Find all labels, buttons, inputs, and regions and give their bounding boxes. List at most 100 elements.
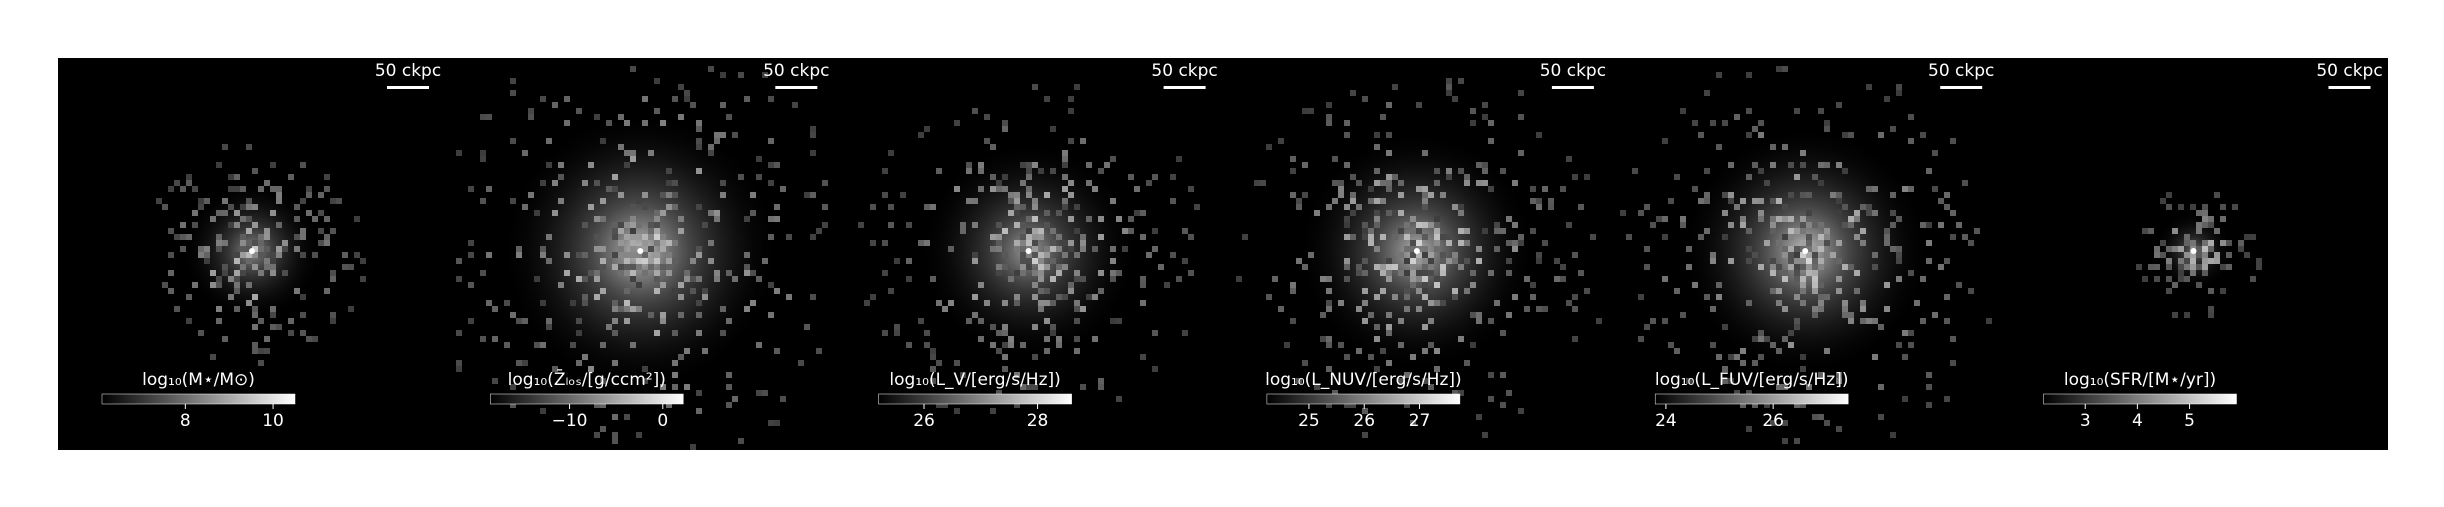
pixel [258, 252, 264, 258]
pixel [1962, 180, 1968, 186]
pixel [204, 258, 210, 264]
pixel [1884, 282, 1890, 288]
pixel [654, 78, 660, 84]
pixel [1386, 270, 1392, 276]
pixel [252, 312, 258, 318]
pixel [1794, 270, 1800, 276]
pixel [1812, 288, 1818, 294]
pixel [666, 270, 672, 276]
pixel [222, 198, 228, 204]
colorbar [878, 393, 1072, 405]
pixel [294, 216, 300, 222]
pixel [1416, 270, 1422, 276]
pixel [1920, 132, 1926, 138]
pixel [510, 90, 516, 96]
pixel [636, 282, 642, 288]
pixel [618, 252, 624, 258]
pixel [1014, 294, 1020, 300]
pixel [1926, 258, 1932, 264]
pixel [726, 372, 732, 378]
pixel [2184, 234, 2190, 240]
pixel [1758, 210, 1764, 216]
pixel [618, 144, 624, 150]
pixel [1806, 234, 1812, 240]
pixel [228, 186, 234, 192]
pixel [1014, 246, 1020, 252]
pixel [624, 234, 630, 240]
pixel [654, 288, 660, 294]
pixel [1650, 318, 1656, 324]
pixel [780, 186, 786, 192]
pixel [2226, 264, 2232, 270]
pixel [1098, 384, 1104, 390]
pixel [624, 318, 630, 324]
pixel [1464, 180, 1470, 186]
pixel [1290, 282, 1296, 288]
pixel [1098, 378, 1104, 384]
pixel [2220, 288, 2226, 294]
pixel [1644, 264, 1650, 270]
galaxy-core [1802, 248, 1809, 254]
pixel [1800, 222, 1806, 228]
pixel [618, 306, 624, 312]
pixel [1020, 270, 1026, 276]
pixel [1422, 258, 1428, 264]
pixel [1074, 252, 1080, 258]
pixel [1686, 378, 1692, 384]
pixel [594, 234, 600, 240]
pixel [1848, 312, 1854, 318]
pixel [642, 270, 648, 276]
pixel [1572, 294, 1578, 300]
pixel [696, 312, 702, 318]
pixel [318, 240, 324, 246]
pixel [1170, 174, 1176, 180]
pixel [780, 396, 786, 402]
pixel [588, 366, 594, 372]
pixel [1446, 78, 1452, 84]
pixel [1074, 336, 1080, 342]
pixel [600, 246, 606, 252]
pixel [1458, 168, 1464, 174]
pixel [1818, 180, 1824, 186]
pixel [276, 252, 282, 258]
pixel [1272, 276, 1278, 282]
pixel [630, 150, 636, 156]
pixel [1506, 390, 1512, 396]
pixel [636, 258, 642, 264]
pixel [510, 312, 516, 318]
pixel [1710, 258, 1716, 264]
pixel [2154, 264, 2160, 270]
pixel [1758, 354, 1764, 360]
colorbar [2043, 393, 2237, 405]
pixel [180, 186, 186, 192]
pixel [228, 222, 234, 228]
pixel [204, 198, 210, 204]
pixel [1068, 108, 1074, 114]
pixel [1776, 198, 1782, 204]
pixel [1044, 348, 1050, 354]
pixel [1782, 276, 1788, 282]
pixel [1416, 252, 1422, 258]
pixel [990, 234, 996, 240]
pixel [678, 84, 684, 90]
pixel [1386, 186, 1392, 192]
pixel [186, 180, 192, 186]
pixel [192, 210, 198, 216]
pixel [234, 186, 240, 192]
pixel [660, 264, 666, 270]
pixel [318, 192, 324, 198]
pixel [2208, 222, 2214, 228]
pixel [276, 222, 282, 228]
pixel [1794, 252, 1800, 258]
pixel [618, 114, 624, 120]
pixel [1794, 246, 1800, 252]
pixel [522, 360, 528, 366]
pixel [1452, 294, 1458, 300]
colorbar-tick-label: 26 [1762, 411, 1784, 431]
pixel [1812, 270, 1818, 276]
pixel [300, 252, 306, 258]
pixel [630, 66, 636, 72]
pixel [1404, 246, 1410, 252]
pixel [522, 150, 528, 156]
